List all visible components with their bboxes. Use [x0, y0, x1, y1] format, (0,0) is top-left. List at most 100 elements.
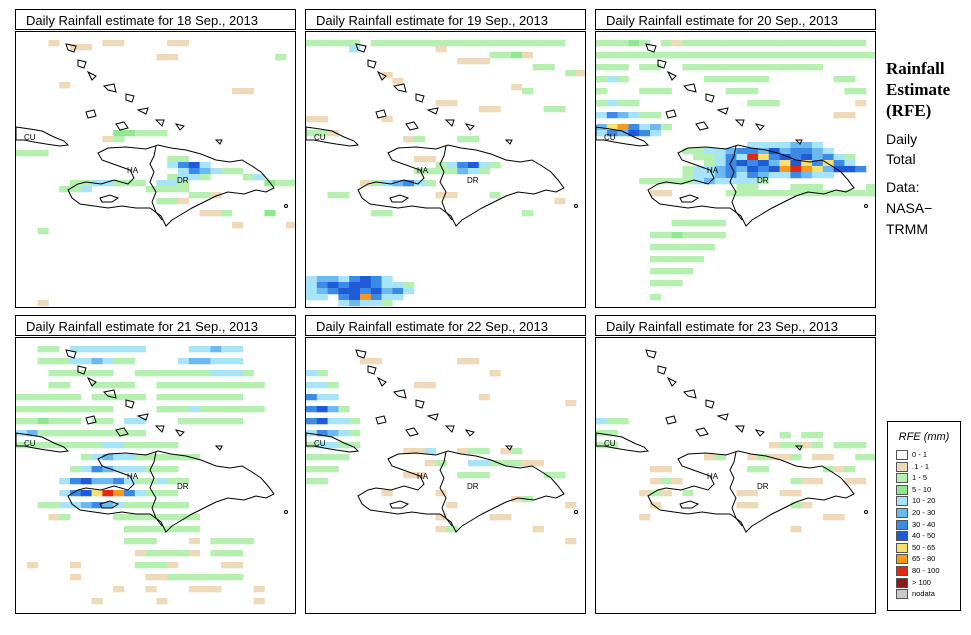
rainfall-cell [758, 172, 770, 179]
rainfall-cell [446, 192, 458, 199]
rainfall-cell [360, 300, 372, 307]
rainfall-cell [628, 112, 640, 119]
legend-label: > 100 [912, 577, 931, 587]
rainfall-cell [316, 276, 328, 283]
rainfall-cell [134, 418, 146, 425]
rainfall-cell [80, 346, 92, 353]
rainfall-cell [16, 418, 28, 425]
rainfall-cell [381, 282, 393, 289]
rainfall-cell [714, 154, 726, 161]
rainfall-cell [478, 58, 490, 65]
rainfall-cell [316, 394, 328, 401]
rainfall-cell [725, 64, 737, 71]
rainfall-cell [221, 538, 233, 545]
rainfall-cell [617, 52, 629, 59]
rainfall-cell [232, 406, 244, 413]
heading-line: Estimate [886, 80, 951, 99]
rainfall-cell [145, 370, 157, 377]
rainfall-cell [596, 124, 608, 131]
rainfall-cell [306, 130, 318, 137]
rainfall-cell [178, 514, 190, 521]
legend-label: 5 - 10 [912, 484, 932, 494]
rainfall-cell [855, 100, 867, 107]
rainfall-cell [628, 40, 640, 47]
rainfall-cell [790, 52, 802, 59]
rfe-panel-19sep: Daily Rainfall estimate for 19 Sep., 201… [305, 9, 586, 308]
rainfall-cell [327, 466, 339, 473]
rainfall-cell [596, 418, 608, 425]
rainfall-cell [565, 400, 577, 407]
bahamas-island [794, 139, 803, 145]
rainfall-cell [156, 382, 168, 389]
rainfall-cell [210, 574, 222, 581]
rainfall-cell [167, 514, 179, 521]
rainfall-cell [606, 76, 618, 83]
rainfall-cell [316, 466, 328, 473]
rainfall-cell [16, 150, 28, 157]
gonave-island [389, 500, 410, 509]
rainfall-cell [650, 124, 662, 131]
rainfall-cell [80, 406, 92, 413]
rainfall-cell [316, 382, 328, 389]
rainfall-cell [178, 174, 190, 181]
rainfall-cell [468, 58, 480, 65]
rainfall-cell [812, 142, 824, 149]
rainfall-cell [199, 174, 211, 181]
haiti-dr-border [149, 145, 163, 221]
rainfall-cell [671, 256, 683, 263]
bahamas-island [444, 425, 455, 433]
rainfall-cell [199, 370, 211, 377]
rainfall-cell [468, 136, 480, 143]
rainfall-cell [714, 148, 726, 155]
rainfall-cell [316, 130, 328, 137]
rainfall-cell [145, 454, 157, 461]
rainfall-cell [167, 562, 179, 569]
rainfall-cell [478, 168, 490, 175]
rainfall-cell [327, 40, 339, 47]
rainfall-cell [682, 172, 694, 179]
rainfall-cell [316, 294, 328, 301]
rainfall-cell [779, 148, 791, 155]
rainfall-cell [113, 136, 125, 143]
rainfall-cell [489, 162, 501, 169]
rainfall-cell [768, 148, 780, 155]
rainfall-cell [779, 52, 791, 59]
mona-island [864, 510, 868, 514]
rainfall-cell [70, 346, 82, 353]
rainfall-cell [59, 186, 71, 193]
rainfall-cell [650, 478, 662, 485]
rainfall-cell [188, 358, 200, 365]
bahamas-island [214, 445, 223, 451]
rainfall-cell [768, 40, 780, 47]
rainfall-cell [478, 460, 490, 467]
bahamas-island [392, 83, 407, 93]
rainfall-cell [822, 52, 834, 59]
rainfall-cell [758, 76, 770, 83]
rainfall-cell [102, 442, 114, 449]
rainfall-cell [446, 162, 458, 169]
rainfall-cell [338, 300, 350, 307]
rainfall-cell [768, 52, 780, 59]
rainfall-cell [316, 288, 328, 295]
rainfall-cell [37, 502, 49, 509]
rainfall-cell [489, 192, 501, 199]
rainfall-cell [124, 514, 136, 521]
rainfall-cell [747, 40, 759, 47]
rainfall-cell [37, 442, 49, 449]
rainfall-cell [16, 406, 28, 413]
rainfall-cell [167, 406, 179, 413]
rainfall-cell [167, 490, 179, 497]
rainfall-cell [714, 220, 726, 227]
rainfall-cell [790, 454, 802, 461]
panel-title: Daily Rainfall estimate for 19 Sep., 201… [305, 9, 586, 30]
rainfall-cell [812, 148, 824, 155]
rainfall-cell [866, 190, 875, 197]
legend-swatch [896, 519, 908, 530]
rainfall-cell [188, 514, 200, 521]
bahamas-island [174, 123, 185, 131]
rainfall-cell [210, 538, 222, 545]
rainfall-cell [500, 514, 512, 521]
rainfall-cell [650, 502, 662, 509]
haiti-label: HA [417, 166, 429, 175]
bahamas-island [102, 389, 117, 399]
